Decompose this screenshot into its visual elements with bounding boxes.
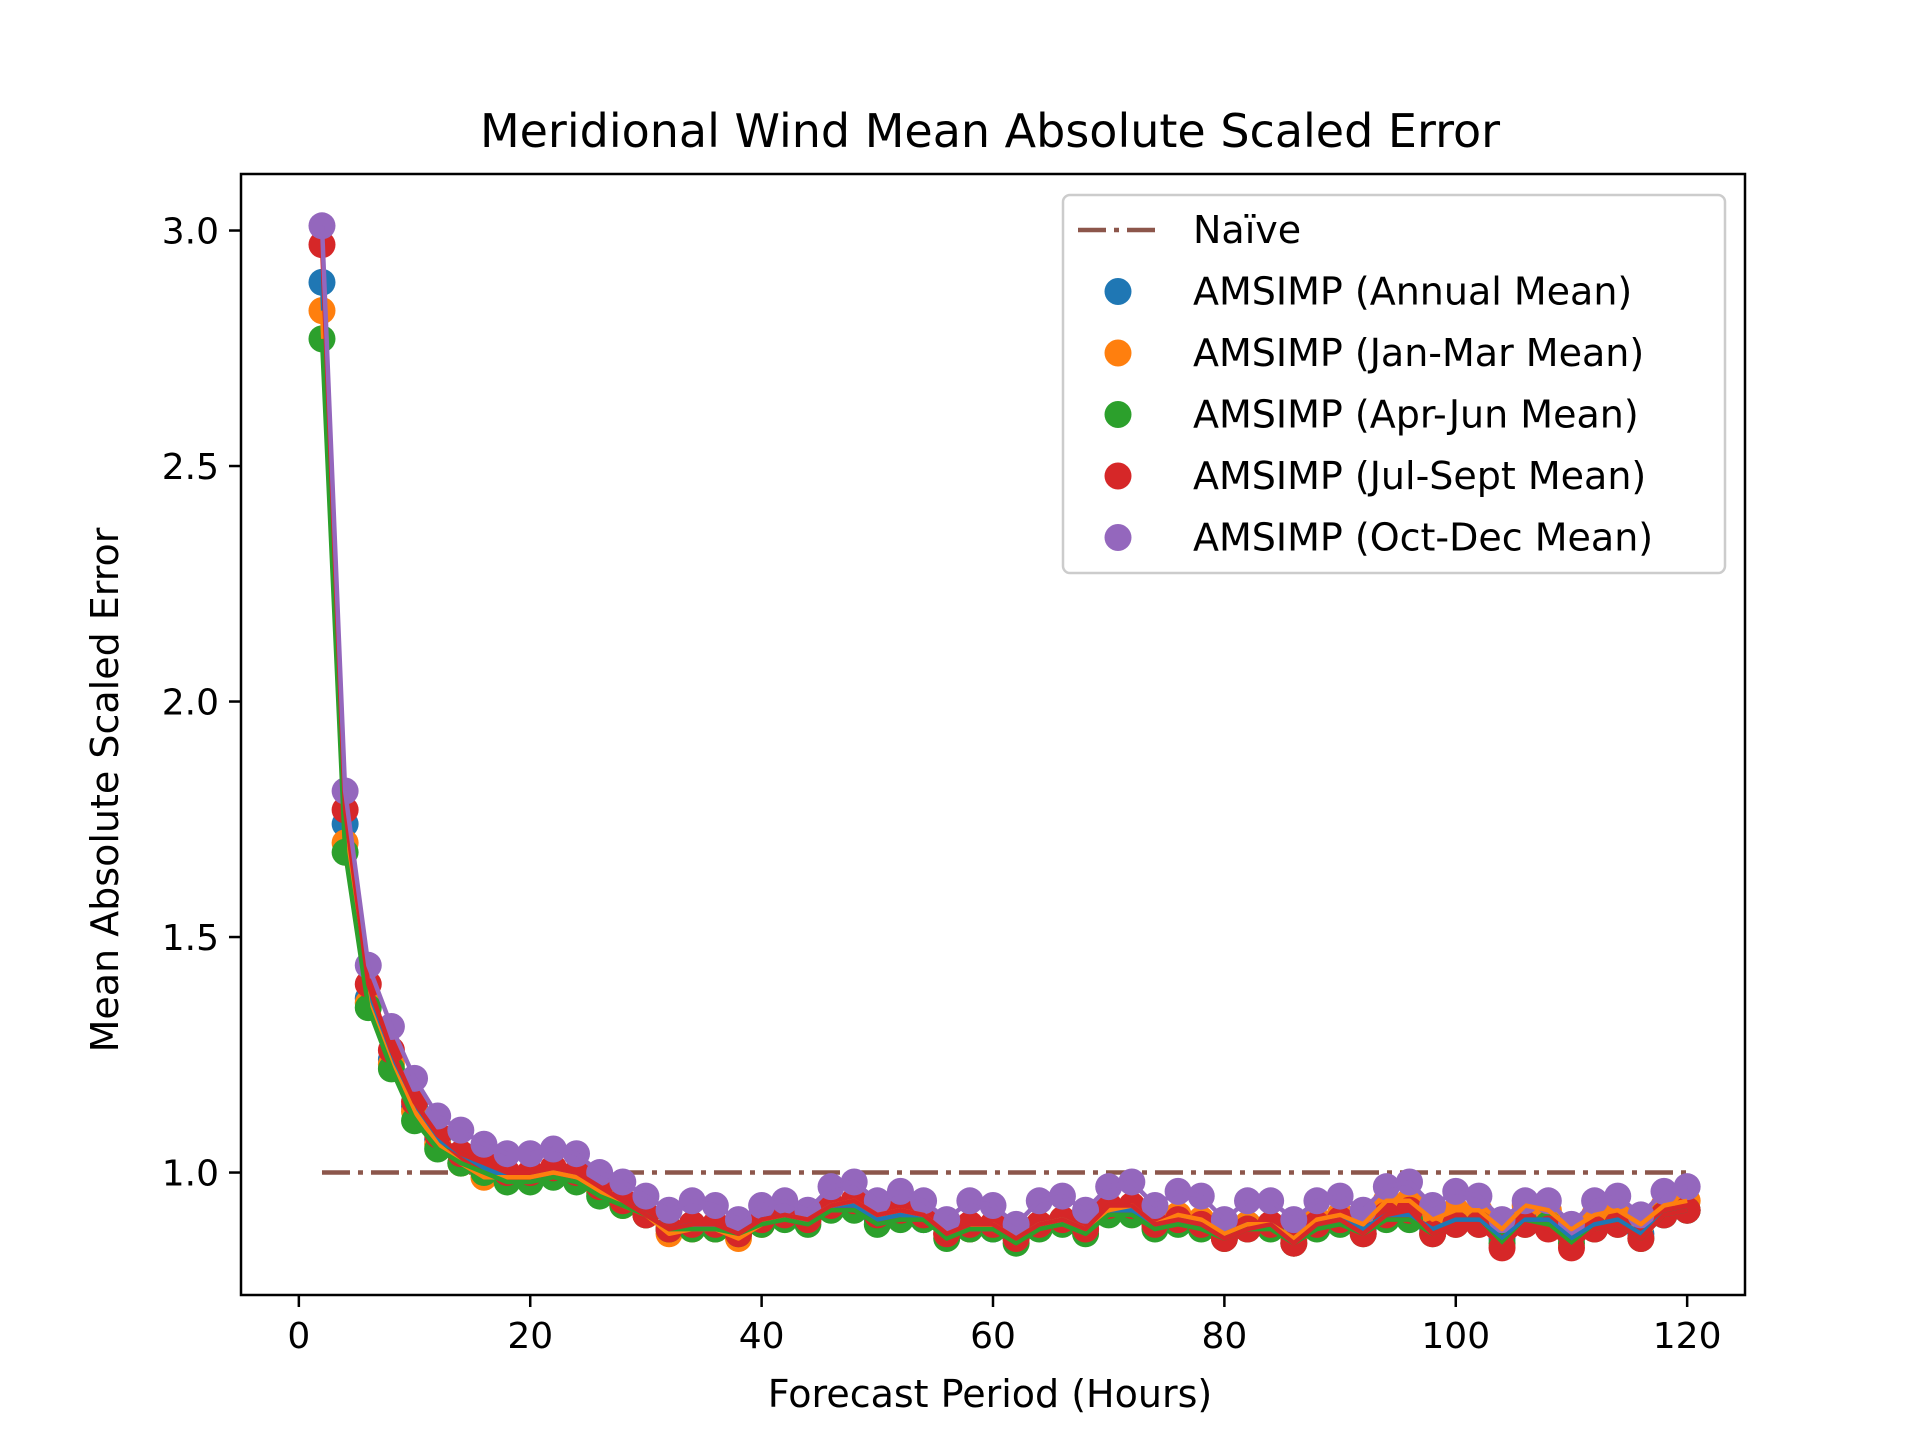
y-axis-label: Mean Absolute Scaled Error [83,527,127,1052]
x-axis-label: Forecast Period (Hours) [768,1372,1212,1416]
legend-series-4-label: AMSIMP (Jul-Sept Mean) [1193,454,1646,498]
legend-series-5-label: AMSIMP (Oct-Dec Mean) [1193,516,1653,560]
legend-box [1061,193,1727,575]
plot-area [308,212,1701,1262]
x-tick-label: 0 [287,1316,310,1357]
legend-series-1-swatch [1104,278,1132,305]
legend-series-2-swatch [1104,339,1132,367]
legend-series-5-swatch [1104,524,1132,551]
legend: Naïve AMSIMP (Annual Mean) AMSIMP (Jan-Mar… [1061,193,1727,575]
series-4-line [319,244,1688,1251]
x-tick-label: 60 [970,1316,1016,1357]
legend-series-2-label: AMSIMP (Jan-Mar Mean) [1193,331,1644,375]
x-tick-label: 120 [1653,1316,1722,1357]
x-tick-label: 100 [1421,1316,1490,1357]
legend-naive-label: Naïve [1193,208,1301,252]
axes: 0 20 40 60 80 100 120 1.0 1.5 2.0 2.5 3.0 [162,172,1747,1357]
x-tick-label: 20 [507,1316,553,1357]
y-tick-label: 2.0 [162,683,219,724]
legend-series-4-swatch [1104,462,1132,490]
chart-title: Meridional Wind Mean Absolute Scaled Err… [480,104,1500,158]
y-tick-label: 3.0 [162,212,219,253]
y-tick-label: 1.0 [162,1154,219,1195]
series-5-line [319,225,1688,1227]
x-tick-label: 40 [739,1316,785,1357]
plot-inner [308,212,1701,1262]
legend-series-3-swatch [1104,401,1132,428]
legend-series-3-label: AMSIMP (Apr-Jun Mean) [1193,393,1639,437]
legend-series-1-label: AMSIMP (Annual Mean) [1193,270,1632,314]
x-tick-label: 80 [1201,1316,1247,1357]
y-tick-label: 2.5 [162,447,219,488]
y-tick-label: 1.5 [162,918,219,959]
